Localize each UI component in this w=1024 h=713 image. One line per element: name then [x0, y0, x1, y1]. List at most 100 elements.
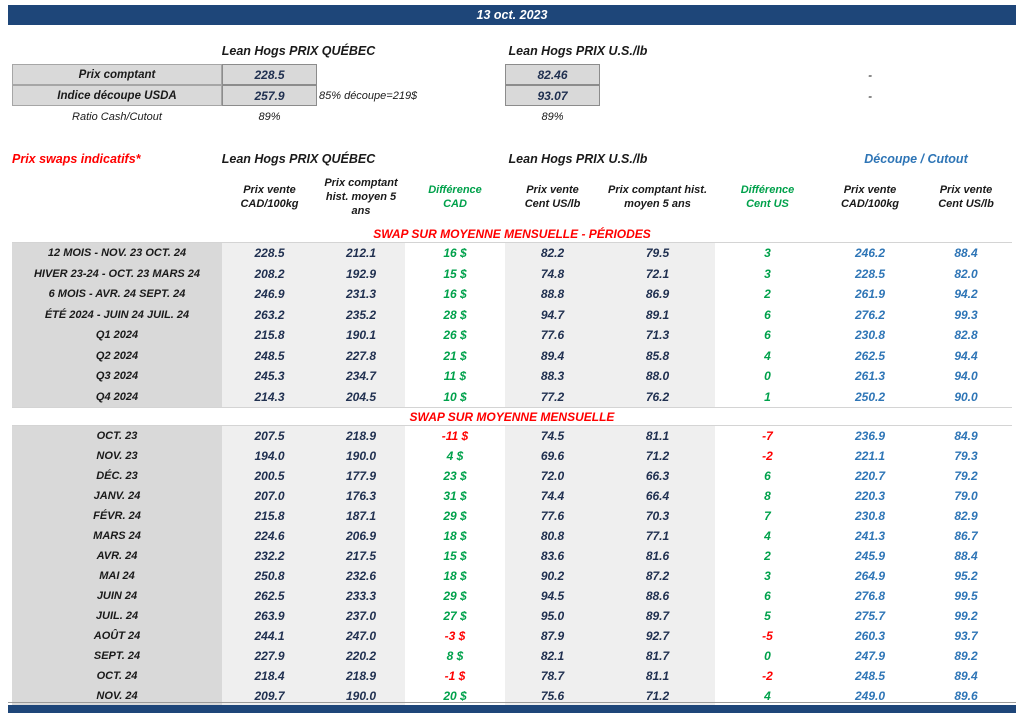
cell-prix-vente-cad: 248.5: [222, 345, 317, 366]
cell-prix-vente-cad: 263.2: [222, 304, 317, 325]
cell-difference-cad: 28 $: [443, 307, 467, 322]
report-date: 13 oct. 2023: [476, 8, 548, 22]
row-period-label: NOV. 24: [12, 686, 222, 706]
cell-difference-us: 0: [764, 369, 771, 384]
table-row: JUIN 24 262.5 233.3 29 $ 94.5 88.6 6 276…: [12, 586, 1012, 606]
cell-difference-cad: 8 $: [446, 649, 464, 663]
row-period-label: Q3 2024: [12, 366, 222, 387]
cell-hist-us: 86.9: [600, 284, 715, 305]
table-row: AOÛT 24 244.1 247.0 -3 $ 87.9 92.7 -5 26…: [12, 626, 1012, 646]
cell-cutout-us: 99.2: [954, 609, 978, 623]
table-row: MARS 24 224.6 206.9 18 $ 80.8 77.1 4 241…: [12, 526, 1012, 546]
cell-cutout-cad: 276.8: [854, 589, 886, 603]
cell-difference-us: 6: [764, 589, 771, 603]
cell-cutout-cad: 241.3: [854, 529, 886, 543]
spot-us-value: 82.46: [505, 64, 600, 85]
cell-difference-us: 6: [764, 328, 771, 343]
report-body: Lean Hogs PRIX QUÉBEC Lean Hogs PRIX U.S…: [12, 40, 1012, 706]
cell-difference-us: 3: [764, 246, 771, 261]
monthly-rows: OCT. 23 207.5 218.9 -11 $ 74.5 81.1 -7 2…: [12, 426, 1012, 706]
row-period-label: AOÛT 24: [12, 626, 222, 646]
cell-hist-cad: 232.6: [317, 566, 405, 586]
cell-hist-us: 81.6: [600, 546, 715, 566]
spot-us-title: Lean Hogs PRIX U.S./lb: [508, 44, 648, 58]
cell-prix-vente-us: 77.2: [505, 386, 600, 407]
cell-hist-us: 71.3: [600, 325, 715, 346]
cell-prix-vente-cad: 244.1: [222, 626, 317, 646]
cell-difference-cad: -1 $: [444, 669, 466, 683]
cell-prix-vente-us: 88.8: [505, 284, 600, 305]
cell-prix-vente-cad: 214.3: [222, 386, 317, 407]
cell-prix-vente-us: 74.8: [505, 263, 600, 284]
cell-prix-vente-cad: 207.5: [222, 426, 317, 446]
cell-prix-vente-us: 77.6: [505, 325, 600, 346]
cell-prix-vente-cad: 208.2: [222, 263, 317, 284]
spot-dash: -: [868, 88, 872, 103]
cell-prix-vente-cad: 207.0: [222, 486, 317, 506]
table-row: NOV. 23 194.0 190.0 4 $ 69.6 71.2 -2 221…: [12, 446, 1012, 466]
cell-difference-cad: 16 $: [443, 287, 467, 302]
table-row: NOV. 24 209.7 190.0 20 $ 75.6 71.2 4 249…: [12, 686, 1012, 706]
cell-cutout-us: 88.4: [954, 246, 978, 261]
spot-qc-value: 228.5: [222, 64, 317, 85]
cell-cutout-us: 84.9: [954, 429, 978, 443]
cell-cutout-cad: 230.8: [854, 328, 886, 343]
cell-cutout-cad: 230.8: [854, 509, 886, 523]
cell-cutout-us: 89.2: [954, 649, 978, 663]
cell-hist-us: 81.1: [600, 426, 715, 446]
cell-cutout-cad: 220.7: [854, 469, 886, 483]
swaps-titles-row: Prix swaps indicatifs* Lean Hogs PRIX QU…: [12, 149, 1012, 169]
row-period-label: 6 MOIS - AVR. 24 SEPT. 24: [12, 284, 222, 305]
cell-prix-vente-us: 82.1: [505, 646, 600, 666]
cell-difference-us: 3: [764, 569, 771, 583]
cell-hist-us: 88.6: [600, 586, 715, 606]
cell-hist-us: 89.7: [600, 606, 715, 626]
cell-prix-vente-us: 83.6: [505, 546, 600, 566]
cell-cutout-us: 95.2: [954, 569, 978, 583]
cell-hist-us: 77.1: [600, 526, 715, 546]
cell-cutout-us: 86.7: [954, 529, 978, 543]
cell-hist-cad: 234.7: [317, 366, 405, 387]
cell-hist-us: 89.1: [600, 304, 715, 325]
cell-prix-vente-us: 95.0: [505, 606, 600, 626]
cell-hist-cad: 227.8: [317, 345, 405, 366]
cell-hist-cad: 235.2: [317, 304, 405, 325]
cell-cutout-us: 82.8: [954, 328, 978, 343]
cell-prix-vente-us: 77.6: [505, 506, 600, 526]
cell-cutout-cad: 260.3: [854, 629, 886, 643]
cell-cutout-cad: 221.1: [854, 449, 886, 463]
spot-row-ratio: Ratio Cash/Cutout 89% 89%: [12, 106, 1012, 127]
cell-hist-cad: 217.5: [317, 546, 405, 566]
cell-cutout-cad: 228.5: [854, 266, 886, 281]
cell-difference-cad: 27 $: [443, 609, 467, 623]
cell-prix-vente-cad: 227.9: [222, 646, 317, 666]
cell-difference-cad: 29 $: [443, 509, 467, 523]
cell-cutout-cad: 264.9: [854, 569, 886, 583]
table-row: OCT. 23 207.5 218.9 -11 $ 74.5 81.1 -7 2…: [12, 426, 1012, 446]
cell-hist-cad: 237.0: [317, 606, 405, 626]
cell-prix-vente-cad: 224.6: [222, 526, 317, 546]
cell-cutout-cad: 261.9: [854, 287, 886, 302]
cell-hist-cad: 218.9: [317, 426, 405, 446]
row-period-label: 12 MOIS - NOV. 23 OCT. 24: [12, 243, 222, 264]
cell-cutout-cad: 247.9: [854, 649, 886, 663]
cell-prix-vente-cad: 209.7: [222, 686, 317, 706]
cell-prix-vente-us: 82.2: [505, 243, 600, 264]
cell-prix-vente-us: 75.6: [505, 686, 600, 706]
table-row: SEPT. 24 227.9 220.2 8 $ 82.1 81.7 0 247…: [12, 646, 1012, 666]
cell-cutout-us: 93.7: [954, 629, 978, 643]
cell-difference-us: 4: [764, 348, 771, 363]
cell-prix-vente-us: 72.0: [505, 466, 600, 486]
spot-row-prix-comptant: Prix comptant 228.5 82.46 -: [12, 64, 1012, 85]
cell-difference-us: 0: [764, 649, 771, 663]
cell-hist-us: 72.1: [600, 263, 715, 284]
cell-difference-cad: 20 $: [443, 689, 467, 703]
cell-difference-cad: 23 $: [443, 469, 467, 483]
cell-difference-cad: 18 $: [443, 529, 467, 543]
swaps-cutout-title: Découpe / Cutout: [864, 152, 968, 166]
cell-prix-vente-us: 87.9: [505, 626, 600, 646]
spot-section: Lean Hogs PRIX QUÉBEC Lean Hogs PRIX U.S…: [12, 40, 1012, 127]
cell-hist-us: 79.5: [600, 243, 715, 264]
cell-cutout-us: 82.0: [954, 266, 978, 281]
cell-cutout-us: 79.3: [954, 449, 978, 463]
